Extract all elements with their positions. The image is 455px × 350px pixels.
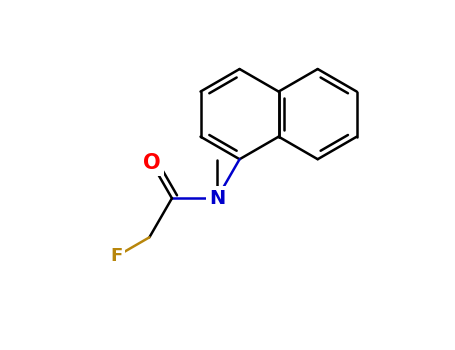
Text: N: N — [209, 189, 225, 208]
Text: O: O — [143, 153, 161, 173]
Text: F: F — [110, 247, 122, 266]
